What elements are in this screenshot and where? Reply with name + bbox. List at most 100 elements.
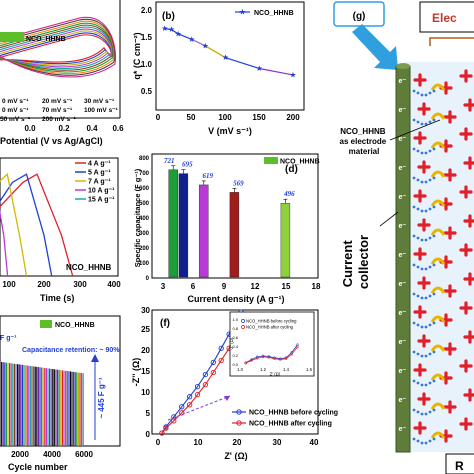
panel-e-legend-label: NCO_HHNB xyxy=(55,322,95,329)
panel-f-legend: NCO_HHNB before cycling NCO_HHNB after c… xyxy=(232,409,338,428)
panel-b-plot: ★ ★ ★★★★★★ xyxy=(161,24,296,79)
cycle-bar xyxy=(13,363,15,446)
zoom-arrow-head xyxy=(224,396,230,401)
crescent-marker xyxy=(430,286,446,294)
panel-d-legend-swatch xyxy=(264,157,278,164)
electron-label: e⁻ xyxy=(399,107,407,114)
panel-f-y-ticks: 0 5 10 15 20 25 30 xyxy=(141,306,150,439)
panel-f-frame xyxy=(151,309,319,435)
crescent-marker xyxy=(430,373,446,381)
ion-marker xyxy=(417,392,431,406)
dot-marker xyxy=(428,120,432,124)
nyquist-point xyxy=(218,357,224,364)
inset-y-tick: 0.6 xyxy=(232,335,238,340)
dot-marker xyxy=(416,149,420,153)
inset-line xyxy=(245,346,298,364)
dot-marker xyxy=(428,352,432,356)
inset-x-tick: 1.6 xyxy=(306,367,312,372)
cv-curve xyxy=(0,16,117,78)
dot-marker xyxy=(412,350,416,354)
dot-marker xyxy=(432,321,436,325)
cv-curve xyxy=(0,34,112,63)
data-point: ★ xyxy=(188,35,195,44)
data-point: ★ xyxy=(175,29,182,38)
y-tick-label: 1.5 xyxy=(141,33,153,42)
x-tick-label: 0 xyxy=(156,438,161,447)
dot-marker xyxy=(424,122,428,126)
dot-marker xyxy=(420,122,424,126)
dot-marker xyxy=(424,151,428,155)
dot-marker xyxy=(420,209,424,213)
cycle-bar xyxy=(73,371,75,446)
data-point: ★ xyxy=(161,24,168,33)
ion-marker xyxy=(443,342,457,356)
bar xyxy=(199,184,209,278)
panel-d: (d) NCO_HHNB 721 695 619 569 496 0 100 200 3… xyxy=(133,153,321,304)
inset-point xyxy=(290,352,294,356)
dot-marker xyxy=(412,408,416,412)
ion-marker xyxy=(413,305,427,319)
dot-marker xyxy=(420,180,424,184)
ion-marker xyxy=(463,156,474,170)
cycle-bar xyxy=(44,367,46,446)
electron-label: e⁻ xyxy=(399,339,407,346)
panel-a-x-label: Potential (V vs Ag/AgCl) xyxy=(0,136,103,146)
ion-marker xyxy=(443,168,457,182)
ion-marker xyxy=(413,73,427,87)
y-tick-label: 0 xyxy=(146,430,151,439)
bar-value-label: 619 xyxy=(203,172,214,180)
dot-marker xyxy=(424,296,428,300)
panel-d-bars: 721 695 619 569 496 xyxy=(164,157,295,278)
nyquist-point xyxy=(194,383,201,390)
inset-x-tick: 1.4 xyxy=(283,367,289,372)
cycle-bar xyxy=(81,373,83,446)
electron-label: e⁻ xyxy=(399,426,407,433)
inset-point xyxy=(284,357,288,361)
dot-marker xyxy=(420,267,424,271)
x-tick-label: 6000 xyxy=(75,450,93,459)
inset-legend-marker xyxy=(241,319,245,323)
dot-marker xyxy=(412,437,416,441)
bar xyxy=(280,203,291,278)
dot-marker xyxy=(432,89,436,93)
bracket-line xyxy=(429,37,474,46)
dot-marker xyxy=(416,410,420,414)
data-point: ★ xyxy=(222,53,229,62)
y-tick-label: 0.5 xyxy=(141,87,153,96)
inset-y-tick: 0.8 xyxy=(232,326,238,331)
electron-label: e⁻ xyxy=(399,194,407,201)
y-tick-label: 700 xyxy=(139,171,150,177)
dot-marker xyxy=(428,381,432,385)
cycle-bar xyxy=(71,371,73,446)
cycle-bar xyxy=(10,363,12,446)
ion-marker xyxy=(459,359,473,373)
dot-marker xyxy=(424,180,428,184)
inset-point xyxy=(261,355,265,359)
inset-x-tick: 1.0 xyxy=(237,367,243,372)
dot-marker xyxy=(416,381,420,385)
dot-marker xyxy=(412,321,416,325)
panel-b-legend-marker: ★ xyxy=(239,8,246,17)
cycle-bar xyxy=(23,365,25,446)
rate-label: 70 mV s⁻¹ xyxy=(42,107,72,114)
dot-marker xyxy=(420,383,424,387)
panel-e-x-label: Cycle number xyxy=(8,462,68,472)
crescent-marker xyxy=(430,344,446,352)
dot-marker xyxy=(432,350,436,354)
electrode-material-line: as electrode xyxy=(340,137,387,146)
panel-d-x-ticks: 3 6 9 12 15 18 xyxy=(161,282,321,291)
cycle-bar xyxy=(61,370,63,446)
ion-marker xyxy=(459,127,473,141)
nyquist-point xyxy=(210,369,216,376)
x-tick-label: 20 xyxy=(233,438,242,447)
x-tick-label: 3 xyxy=(161,282,166,291)
x-tick-label: 12 xyxy=(251,282,260,291)
y-tick-label: 0 xyxy=(146,276,150,282)
dot-marker xyxy=(424,209,428,213)
cycle-bar xyxy=(55,369,57,446)
ion-marker xyxy=(459,69,473,83)
ion-marker xyxy=(417,160,431,174)
cycle-bar xyxy=(47,368,49,446)
electrolyte-box xyxy=(419,1,474,33)
legend-label: NCO_HHNB before cycling xyxy=(249,410,338,417)
